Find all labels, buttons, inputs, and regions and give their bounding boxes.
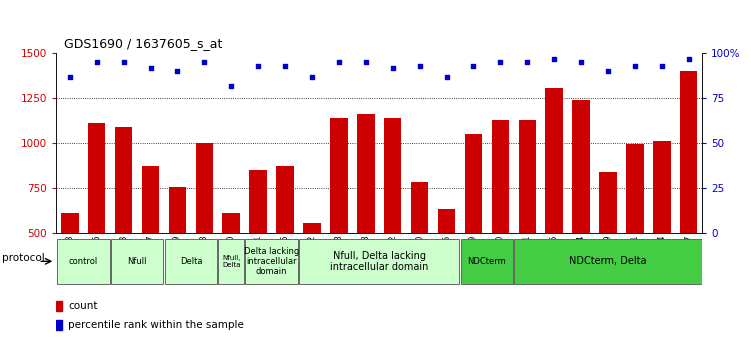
Bar (115, 127, 132, 323)
Point (198, 60, 210, 65)
Point (575, 60, 587, 65)
Point (279, 63, 291, 69)
Bar (195, 143, 213, 323)
Point (548, 56, 560, 62)
Bar (599, 172, 617, 323)
Bar (492, 120, 509, 323)
Text: Nfull: Nfull (128, 257, 146, 266)
Text: count: count (68, 301, 98, 311)
Text: percentile rank within the sample: percentile rank within the sample (68, 319, 244, 329)
Bar (572, 100, 590, 323)
Bar (246, 239, 298, 284)
Bar (88, 124, 105, 323)
Text: Delta: Delta (179, 257, 202, 266)
Bar (465, 134, 482, 323)
Bar (56, 301, 62, 311)
Bar (411, 182, 428, 323)
Bar (276, 166, 294, 323)
Point (252, 63, 264, 69)
Bar (110, 239, 164, 284)
Point (360, 60, 372, 65)
Bar (680, 71, 698, 323)
Point (494, 60, 506, 65)
Text: Delta lacking
intracellular
domain: Delta lacking intracellular domain (244, 247, 299, 276)
Bar (518, 120, 536, 323)
Bar (249, 170, 267, 323)
Bar (164, 239, 217, 284)
Bar (330, 118, 348, 323)
Bar (169, 187, 186, 323)
Text: control: control (68, 257, 98, 266)
Point (333, 60, 345, 65)
Point (118, 60, 130, 65)
Text: NDCterm, Delta: NDCterm, Delta (569, 256, 647, 266)
Bar (545, 88, 563, 323)
Point (91, 60, 103, 65)
Bar (626, 144, 644, 323)
Bar (438, 209, 455, 323)
Bar (56, 319, 62, 329)
Bar (514, 239, 701, 284)
Bar (357, 115, 375, 323)
Bar (142, 166, 159, 323)
Point (64, 74, 76, 80)
Point (683, 56, 695, 62)
Text: GDS1690 / 1637605_s_at: GDS1690 / 1637605_s_at (64, 37, 222, 50)
Bar (653, 141, 671, 323)
Bar (384, 118, 402, 323)
Point (225, 83, 237, 89)
Bar (57, 239, 110, 284)
Point (387, 65, 399, 71)
Point (521, 60, 533, 65)
Point (441, 74, 453, 80)
Text: protocol: protocol (2, 253, 44, 263)
Bar (222, 213, 240, 323)
Bar (61, 213, 79, 323)
Text: Nfull, Delta lacking
intracellular domain: Nfull, Delta lacking intracellular domai… (330, 251, 428, 272)
Point (629, 63, 641, 69)
Bar (303, 223, 321, 323)
Bar (299, 239, 460, 284)
Point (602, 69, 614, 74)
Text: NDCterm: NDCterm (468, 257, 506, 266)
Point (656, 63, 668, 69)
Bar (460, 239, 513, 284)
Point (467, 63, 479, 69)
Bar (219, 239, 244, 284)
Point (306, 74, 318, 80)
Point (171, 69, 183, 74)
Point (144, 65, 156, 71)
Point (414, 63, 426, 69)
Text: Nfull,
Delta: Nfull, Delta (222, 255, 240, 268)
